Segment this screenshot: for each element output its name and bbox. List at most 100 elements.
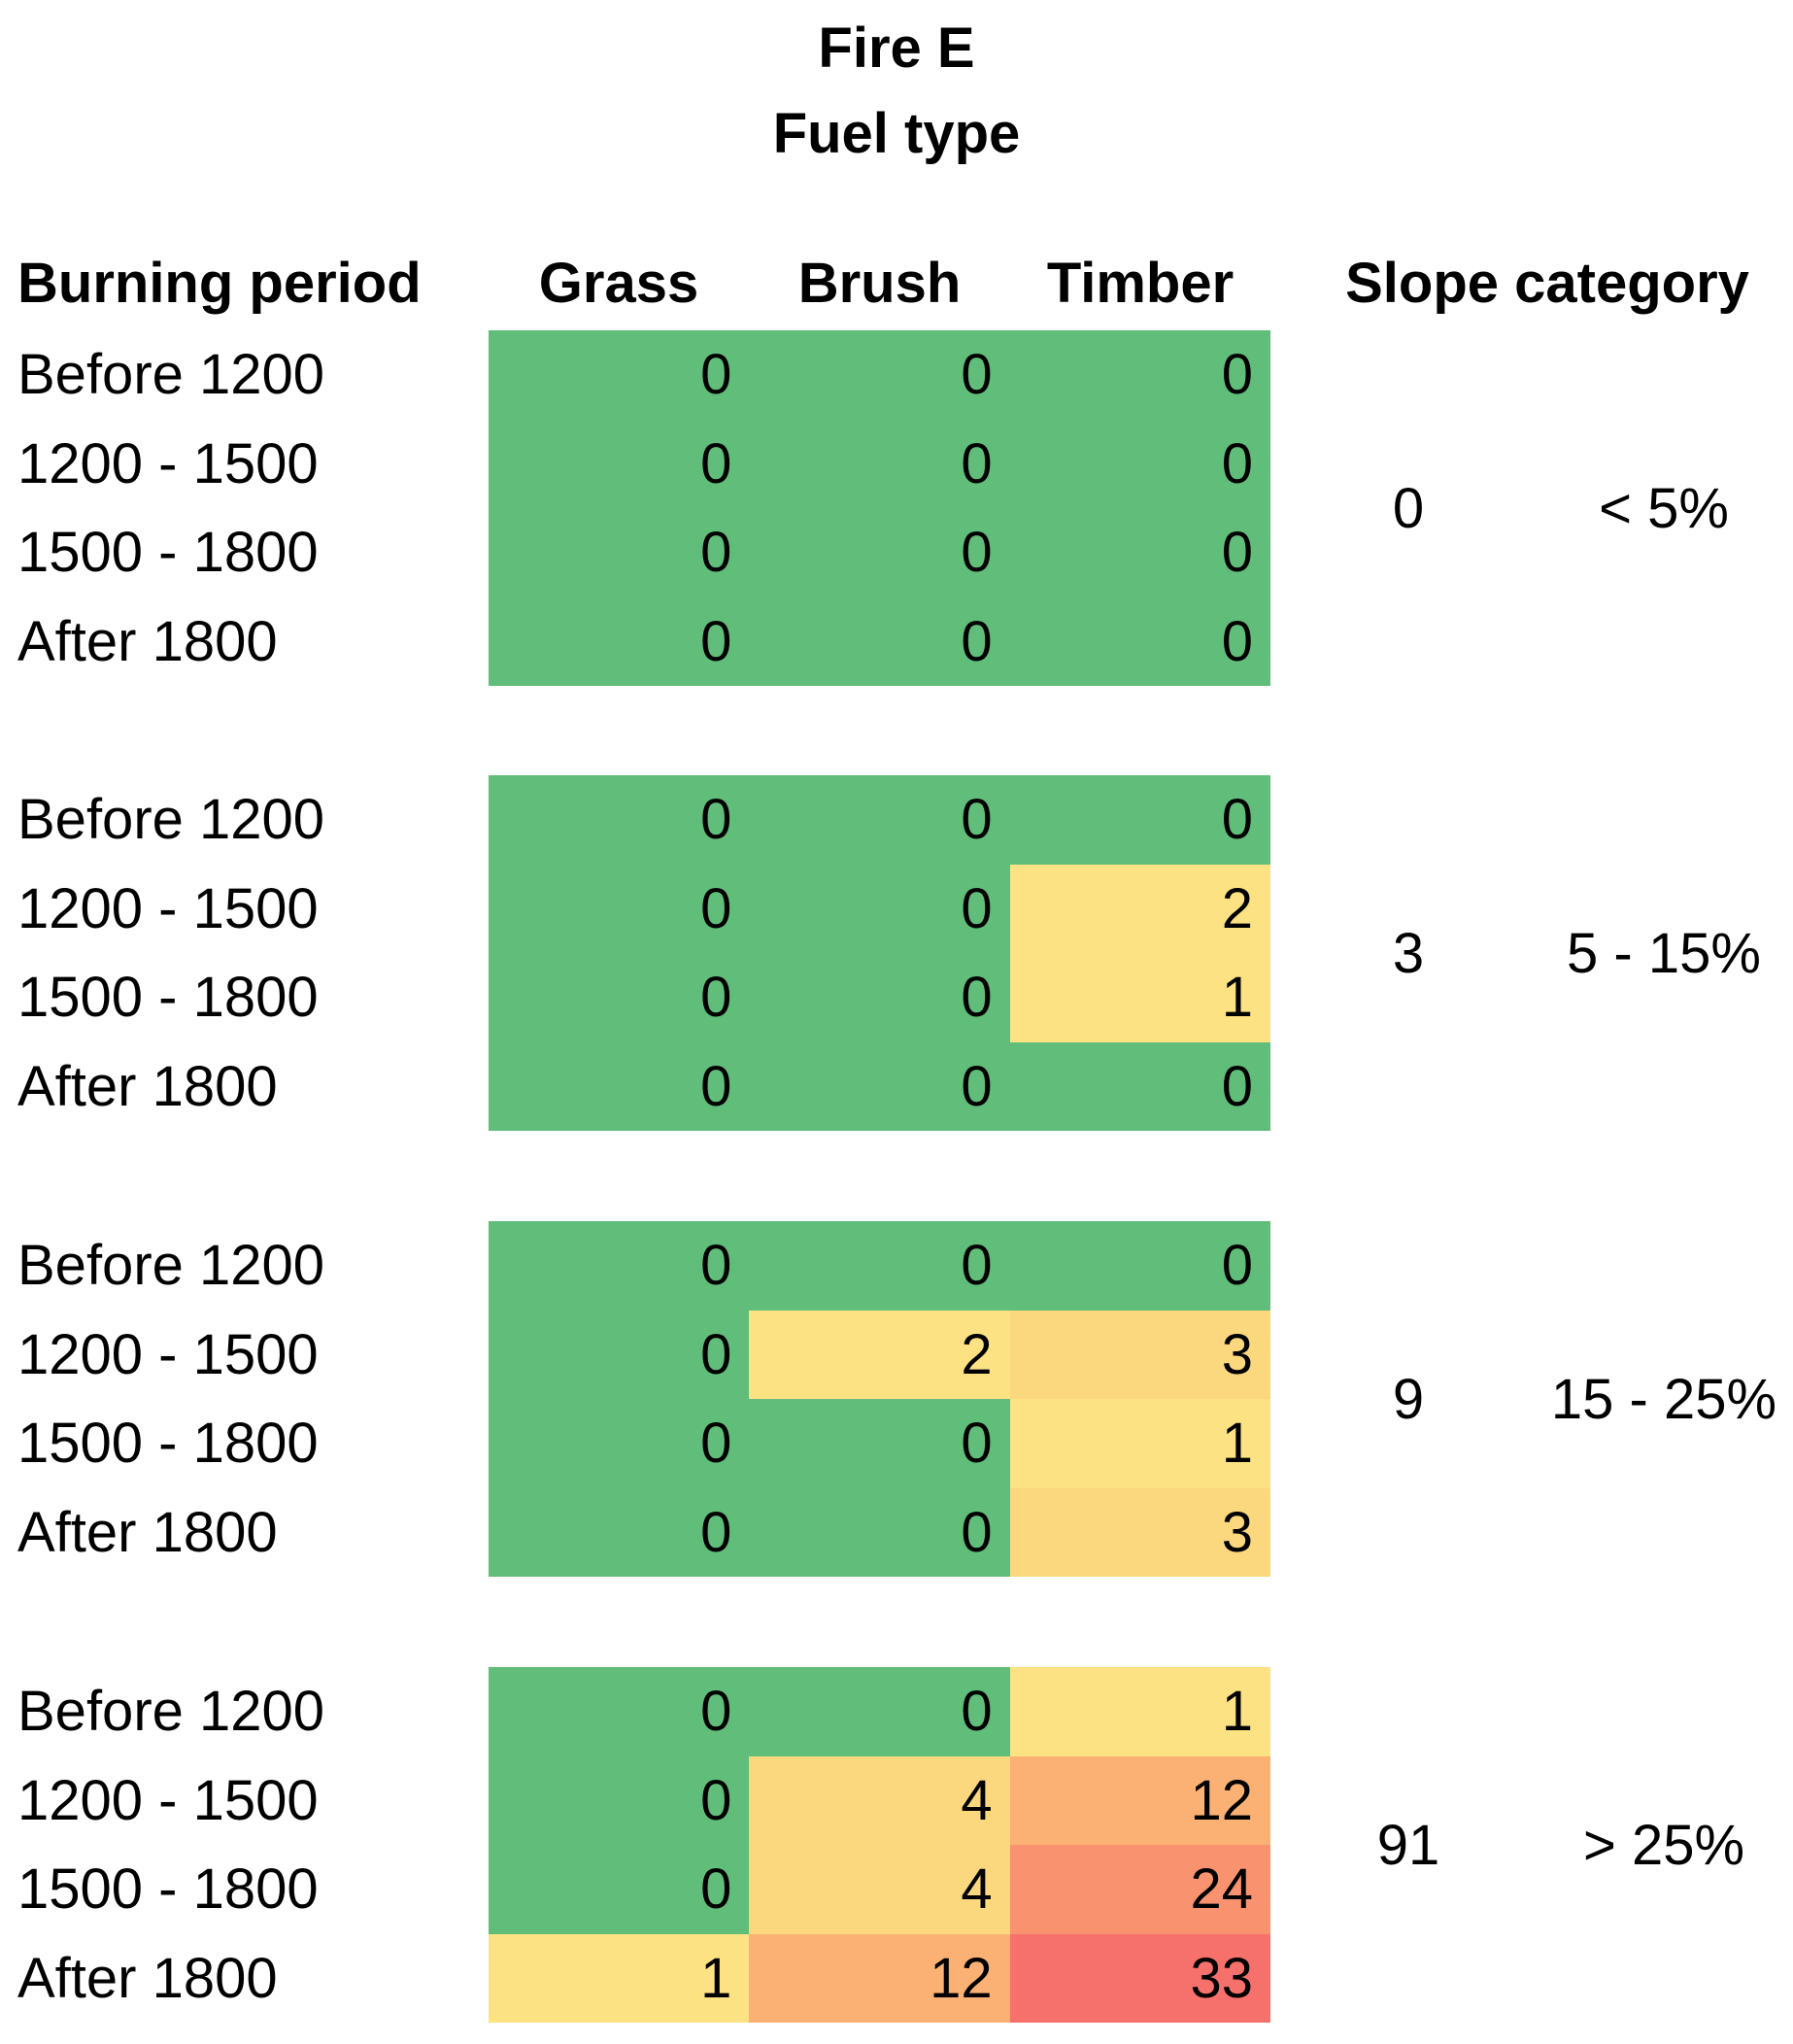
row-label: 1200 - 1500 [17, 431, 319, 495]
value-cell: 4 [749, 1845, 1010, 1934]
table-row: After 1800 0 0 0 [0, 596, 1793, 686]
row-label: 1500 - 1800 [17, 1412, 319, 1476]
slope-range: 15 - 25% [1550, 1367, 1777, 1431]
value-cell: 0 [749, 864, 1010, 953]
value-cell: 0 [489, 508, 750, 597]
value-cell: 3 [1009, 1487, 1270, 1577]
value-cell: 0 [489, 1667, 750, 1756]
value-cell: 0 [489, 1487, 750, 1577]
header-timber: Timber [1046, 252, 1235, 315]
slope-block-gt25: Before 1200 0 0 1 1200 - 1500 0 4 12 150… [0, 1667, 1793, 2023]
table-row: 1200 - 1500 0 2 3 [0, 1310, 1793, 1399]
header-slope-category: Slope category [1345, 252, 1749, 315]
value-cell: 0 [1009, 419, 1270, 508]
value-cell: 0 [489, 596, 750, 686]
table-row: 1200 - 1500 0 4 12 [0, 1755, 1793, 1845]
value-cell: 0 [749, 330, 1010, 420]
slope-count: 9 [1392, 1367, 1425, 1431]
table-row: Before 1200 0 0 0 [0, 1221, 1793, 1311]
value-cell: 3 [1009, 1310, 1270, 1399]
table-row: After 1800 1 12 33 [0, 1933, 1793, 2023]
value-cell: 24 [1009, 1845, 1270, 1934]
value-cell: 0 [489, 953, 750, 1042]
slope-range: 5 - 15% [1567, 921, 1761, 985]
title-line-2: Fuel type [772, 102, 1021, 165]
value-cell: 0 [1009, 1221, 1270, 1311]
row-label: 1200 - 1500 [17, 876, 319, 940]
table-row: 1500 - 1800 0 4 24 [0, 1845, 1793, 1934]
row-label: Before 1200 [17, 343, 325, 407]
value-cell: 0 [1009, 775, 1270, 865]
table-row: 1200 - 1500 0 0 0 [0, 419, 1793, 508]
value-cell: 2 [749, 1310, 1010, 1399]
slope-range: > 25% [1582, 1813, 1745, 1877]
value-cell: 0 [489, 330, 750, 420]
value-cell: 33 [1009, 1933, 1270, 2023]
slope-count: 91 [1376, 1813, 1440, 1877]
table-row: Before 1200 0 0 0 [0, 775, 1793, 865]
row-label: 1500 - 1800 [17, 521, 319, 585]
table-row: 1200 - 1500 0 0 2 [0, 864, 1793, 953]
slope-range: < 5% [1599, 476, 1729, 540]
header-grass: Grass [538, 252, 699, 315]
value-cell: 0 [749, 1399, 1010, 1488]
value-cell: 1 [1009, 1399, 1270, 1488]
table-row: Before 1200 0 0 0 [0, 330, 1793, 420]
slope-count: 0 [1392, 476, 1425, 540]
header-brush: Brush [797, 252, 962, 315]
row-label: After 1800 [17, 1946, 278, 2010]
value-cell: 0 [1009, 508, 1270, 597]
value-cell: 1 [489, 1933, 750, 2023]
header-burning-period: Burning period [17, 252, 422, 315]
row-label: Before 1200 [17, 1680, 325, 1744]
table-row: 1500 - 1800 0 0 0 [0, 508, 1793, 597]
value-cell: 0 [1009, 1041, 1270, 1131]
value-cell: 1 [1009, 953, 1270, 1042]
row-label: 1200 - 1500 [17, 1768, 319, 1832]
value-cell: 0 [489, 1310, 750, 1399]
value-cell: 0 [749, 1221, 1010, 1311]
slope-block-5-15: Before 1200 0 0 0 1200 - 1500 0 0 2 1500… [0, 775, 1793, 1131]
value-cell: 0 [1009, 596, 1270, 686]
value-cell: 0 [489, 1041, 750, 1131]
table-row: Before 1200 0 0 1 [0, 1667, 1793, 1756]
value-cell: 0 [749, 1041, 1010, 1131]
row-label: 1200 - 1500 [17, 1322, 319, 1386]
row-label: 1500 - 1800 [17, 1857, 319, 1922]
row-label: Before 1200 [17, 788, 325, 852]
value-cell: 4 [749, 1755, 1010, 1845]
value-cell: 0 [749, 419, 1010, 508]
row-label: After 1800 [17, 1500, 278, 1564]
value-cell: 0 [749, 953, 1010, 1042]
value-cell: 1 [1009, 1667, 1270, 1756]
row-label: After 1800 [17, 609, 278, 673]
value-cell: 12 [1009, 1755, 1270, 1845]
table-row: 1500 - 1800 0 0 1 [0, 1399, 1793, 1488]
value-cell: 0 [749, 1487, 1010, 1577]
value-cell: 0 [1009, 330, 1270, 420]
title-line-1: Fire E [818, 17, 975, 80]
row-label: After 1800 [17, 1054, 278, 1118]
row-label: Before 1200 [17, 1234, 325, 1298]
value-cell: 0 [749, 775, 1010, 865]
value-cell: 0 [489, 419, 750, 508]
row-label: 1500 - 1800 [17, 966, 319, 1030]
value-cell: 2 [1009, 864, 1270, 953]
value-cell: 0 [489, 1221, 750, 1311]
table-row: After 1800 0 0 3 [0, 1487, 1793, 1577]
value-cell: 12 [749, 1933, 1010, 2023]
slope-count: 3 [1392, 921, 1425, 985]
value-cell: 0 [489, 864, 750, 953]
value-cell: 0 [489, 1845, 750, 1934]
value-cell: 0 [489, 775, 750, 865]
value-cell: 0 [489, 1399, 750, 1488]
table-row: After 1800 0 0 0 [0, 1041, 1793, 1131]
value-cell: 0 [489, 1755, 750, 1845]
value-cell: 0 [749, 1667, 1010, 1756]
table-row: 1500 - 1800 0 0 1 [0, 953, 1793, 1042]
figure-title: Fire E Fuel type [0, 6, 1793, 177]
value-cell: 0 [749, 596, 1010, 686]
slope-block-lt5: Before 1200 0 0 0 1200 - 1500 0 0 0 1500… [0, 330, 1793, 686]
slope-block-15-25: Before 1200 0 0 0 1200 - 1500 0 2 3 1500… [0, 1221, 1793, 1577]
